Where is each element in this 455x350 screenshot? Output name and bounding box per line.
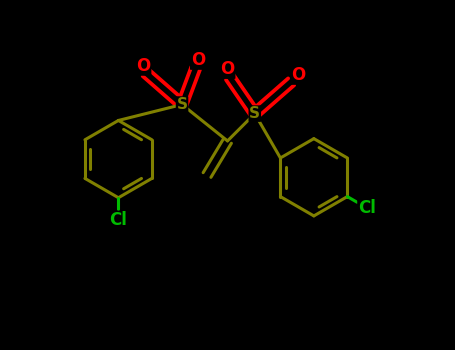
Text: Cl: Cl xyxy=(110,211,127,230)
Text: O: O xyxy=(136,57,151,75)
Text: O: O xyxy=(291,66,305,84)
Text: O: O xyxy=(220,60,235,78)
Text: S: S xyxy=(249,106,260,121)
Text: O: O xyxy=(191,51,205,69)
Text: Cl: Cl xyxy=(358,199,376,217)
Text: S: S xyxy=(177,97,187,112)
